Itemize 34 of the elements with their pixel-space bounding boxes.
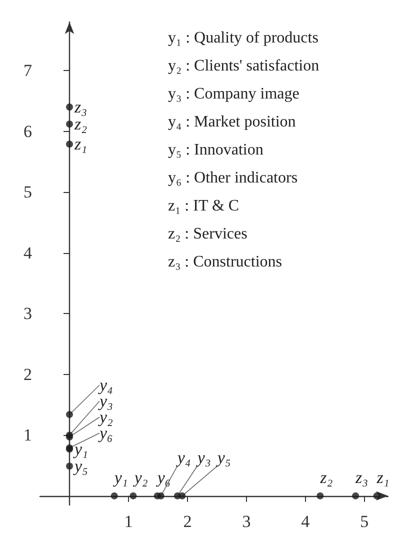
annotation: z₁ <box>73 134 88 154</box>
annotation: y₃ <box>195 448 211 467</box>
y-tick-label: 1 <box>24 426 32 445</box>
annotation: y₃ : Company image <box>168 86 300 102</box>
annotation: y₂ <box>132 468 148 487</box>
y-tick-label: 4 <box>24 243 32 262</box>
annotation: z₂ : Services <box>168 226 248 242</box>
annotation: z₂ <box>319 468 333 487</box>
annotation: z₃ : Constructions <box>168 254 282 270</box>
annotation: y₄ : Market position <box>168 114 296 130</box>
x-tick-label: 4 <box>301 512 310 531</box>
annotation: y₅ : Innovation <box>168 142 264 158</box>
annotation: y₂ : Clients' satisfaction <box>168 58 320 74</box>
x-tick-label: 2 <box>183 512 192 531</box>
annotation: y₆ <box>155 468 171 487</box>
x-tick-label: 3 <box>242 512 251 531</box>
annotation: z₃ <box>354 468 368 487</box>
annotation: z₃ <box>73 98 88 117</box>
annotation: z₁ : IT & C <box>168 198 240 214</box>
annotation: y₆ : Other indicators <box>168 170 298 186</box>
annotation: y₅ <box>215 448 231 467</box>
y-tick-label: 7 <box>24 61 32 80</box>
x-tick-label: 1 <box>124 512 133 531</box>
annotation: y₁ <box>112 468 128 487</box>
annotation: y₁ : Quality of products <box>168 30 318 46</box>
annotation: z₁ <box>376 468 390 487</box>
annotation: z₂ <box>73 114 88 134</box>
y-tick-label: 5 <box>24 182 32 202</box>
x-tick-label: 5 <box>360 512 369 531</box>
annotation: y₄ <box>175 448 191 467</box>
y-tick-label: 2 <box>24 364 32 384</box>
y-tick-label: 3 <box>24 304 32 324</box>
annotation: y₁ <box>72 440 88 459</box>
y-tick-label: 6 <box>24 122 32 141</box>
